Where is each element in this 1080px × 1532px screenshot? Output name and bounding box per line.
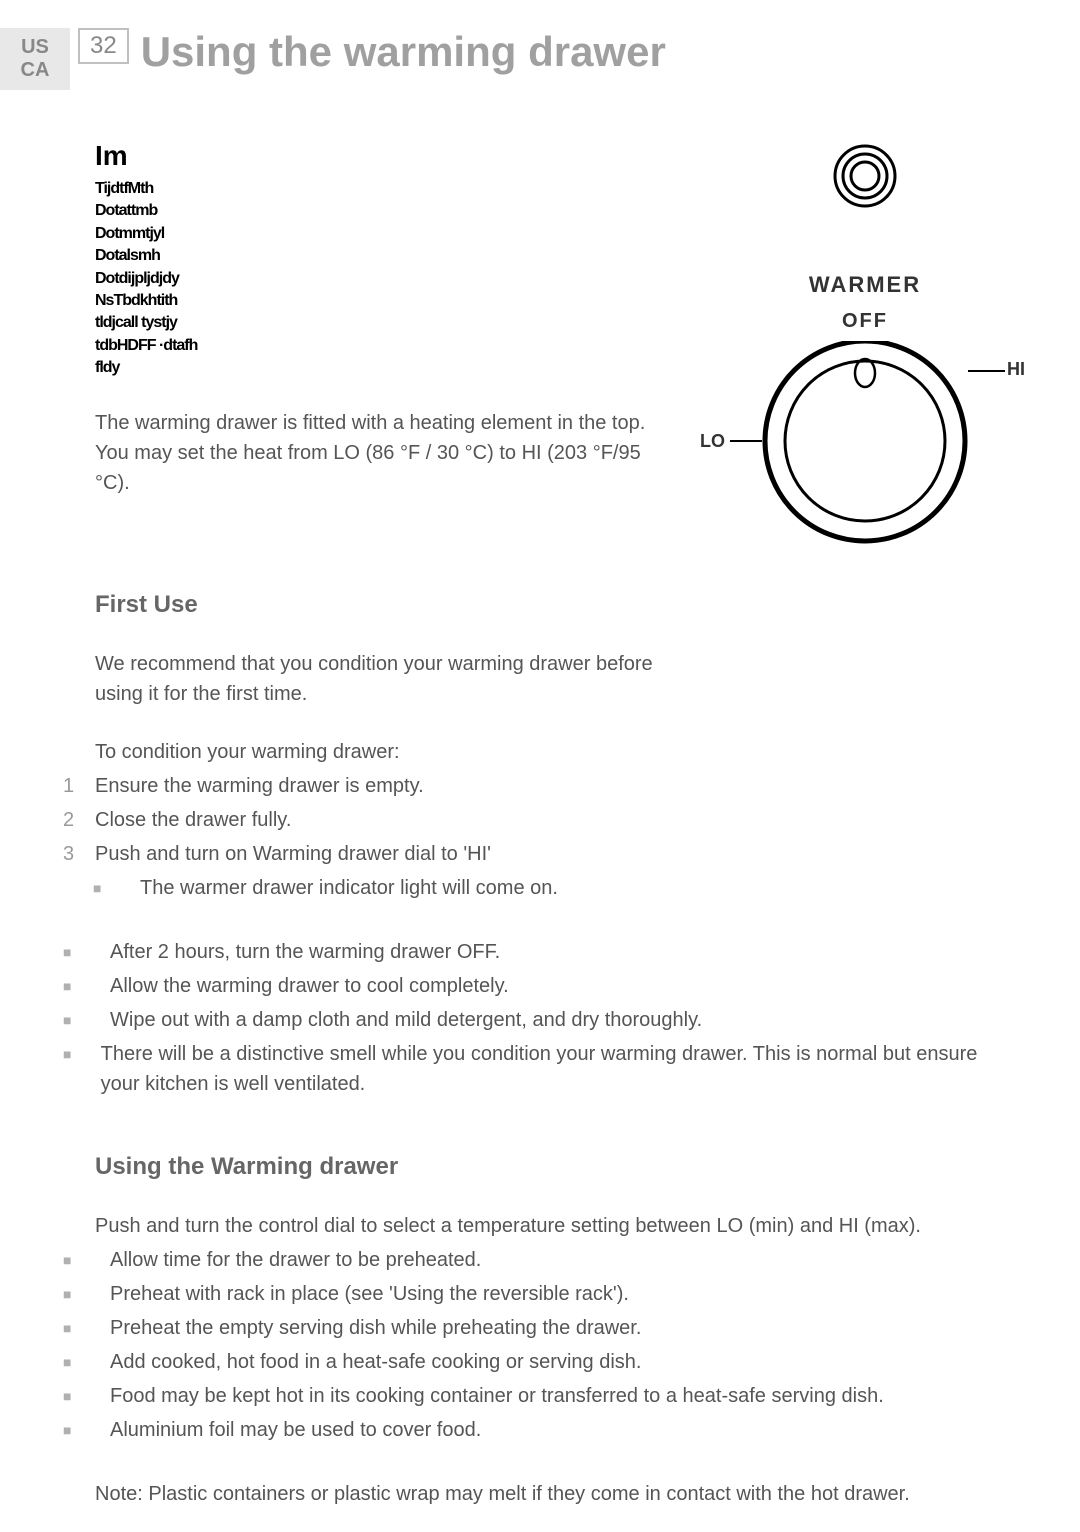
- bullet-item: ■ After 2 hours, turn the warming drawer…: [55, 937, 1020, 967]
- using-heading: Using the Warming drawer: [95, 1153, 1020, 1181]
- bullet-icon: ■: [55, 1039, 101, 1099]
- bullet-item: ■ Wipe out with a damp cloth and mild de…: [55, 1005, 1020, 1035]
- sub-bullet-item: ■ The warmer drawer indicator light will…: [85, 873, 1020, 903]
- lo-label: LO: [700, 431, 725, 452]
- bullet-item: ■ Preheat the empty serving dish while p…: [55, 1313, 1020, 1343]
- step-item: 3 Push and turn on Warming drawer dial t…: [55, 839, 1020, 869]
- bullet-text: Allow the warming drawer to cool complet…: [110, 971, 509, 1001]
- hi-label: HI: [1007, 359, 1025, 380]
- warning-line: Dotmmtjyl: [95, 223, 670, 245]
- step-number: 3: [55, 839, 95, 869]
- bullet-item: ■ Add cooked, hot food in a heat-safe co…: [55, 1347, 1020, 1377]
- bullet-item: ■ Allow time for the drawer to be prehea…: [55, 1245, 1020, 1275]
- bullet-item: ■ Aluminium foil may be used to cover fo…: [55, 1415, 1020, 1445]
- bullet-icon: ■: [55, 1005, 110, 1035]
- bullet-text: There will be a distinctive smell while …: [101, 1039, 1020, 1099]
- condition-steps: 1 Ensure the warming drawer is empty. 2 …: [55, 771, 1020, 903]
- bullet-icon: ■: [55, 1313, 110, 1343]
- bullet-text: After 2 hours, turn the warming drawer O…: [110, 937, 500, 967]
- top-section: Im TijdtfMth Dotattmb Dotmmtjyl Dotalsmh…: [95, 140, 1020, 561]
- warning-block: Im TijdtfMth Dotattmb Dotmmtjyl Dotalsmh…: [95, 140, 710, 561]
- off-label: OFF: [710, 310, 1020, 333]
- bullet-item: ■ Preheat with rack in place (see 'Using…: [55, 1279, 1020, 1309]
- warning-line: NsTbdkhtith: [95, 290, 670, 312]
- step-text: Push and turn on Warming drawer dial to …: [95, 839, 491, 869]
- step-text: Ensure the warming drawer is empty.: [95, 771, 424, 801]
- bullet-text: Preheat with rack in place (see 'Using t…: [110, 1279, 629, 1309]
- description-line1: The warming drawer is fitted with a heat…: [95, 412, 645, 434]
- dial-knob-area: LO HI: [710, 341, 1020, 561]
- bullet-text: Preheat the empty serving dish while pre…: [110, 1313, 641, 1343]
- bullet-icon: ■: [55, 1381, 110, 1411]
- warning-icon: Im: [95, 140, 670, 172]
- bullet-icon: ■: [85, 873, 140, 903]
- bullet-text: Wipe out with a damp cloth and mild dete…: [110, 1005, 702, 1035]
- page-header: US CA 32 Using the warming drawer: [0, 0, 1080, 90]
- page-number: 32: [78, 28, 129, 64]
- bullet-text: Add cooked, hot food in a heat-safe cook…: [110, 1347, 641, 1377]
- step-text: Close the drawer fully.: [95, 805, 291, 835]
- knob-icon: [710, 341, 1020, 561]
- bullet-icon: ■: [55, 971, 110, 1001]
- warning-line: tldjcall tystjy: [95, 312, 670, 334]
- using-bullets: ■ Allow time for the drawer to be prehea…: [55, 1245, 1020, 1445]
- page-title: Using the warming drawer: [141, 28, 666, 76]
- warning-line: fldy: [95, 357, 670, 379]
- step-number: 2: [55, 805, 95, 835]
- condition-label: To condition your warming drawer:: [95, 737, 1020, 767]
- dial-diagram: WARMER OFF LO HI: [710, 140, 1020, 561]
- burner-icon: [829, 140, 901, 212]
- region-tab: US CA: [0, 28, 70, 90]
- bullet-item: ■ Allow the warming drawer to cool compl…: [55, 971, 1020, 1001]
- using-intro: Push and turn the control dial to select…: [95, 1211, 1020, 1241]
- bullet-item: ■ Food may be kept hot in its cooking co…: [55, 1381, 1020, 1411]
- region-ca: CA: [0, 59, 70, 82]
- warning-line: Dotattmb: [95, 200, 670, 222]
- step-number: 1: [55, 771, 95, 801]
- bullet-icon: ■: [55, 1347, 110, 1377]
- content-area: Im TijdtfMth Dotattmb Dotmmtjyl Dotalsmh…: [0, 90, 1080, 1509]
- description-line2: You may set the heat from LO (86 °F / 30…: [95, 442, 641, 494]
- bullet-icon: ■: [55, 1415, 110, 1445]
- after-steps: ■ After 2 hours, turn the warming drawer…: [55, 937, 1020, 1099]
- bullet-text: Food may be kept hot in its cooking cont…: [110, 1381, 884, 1411]
- note-text: Note: Plastic containers or plastic wrap…: [95, 1479, 1020, 1509]
- warning-line: TijdtfMth: [95, 178, 670, 200]
- warning-line: tdbHDFF ·dtafh: [95, 335, 670, 357]
- first-use-heading: First Use: [95, 591, 1020, 619]
- bullet-icon: ■: [55, 1279, 110, 1309]
- bullet-text: Allow time for the drawer to be preheate…: [110, 1245, 481, 1275]
- bullet-text: Aluminium foil may be used to cover food…: [110, 1415, 481, 1445]
- drawer-description: The warming drawer is fitted with a heat…: [95, 408, 670, 498]
- step-item: 1 Ensure the warming drawer is empty.: [55, 771, 1020, 801]
- warning-line: Dotdijpljdjdy: [95, 268, 670, 290]
- bullet-icon: ■: [55, 937, 110, 967]
- warmer-label: WARMER: [710, 272, 1020, 298]
- first-use-intro: We recommend that you condition your war…: [95, 649, 655, 709]
- sub-bullet-text: The warmer drawer indicator light will c…: [140, 873, 558, 903]
- bullet-item: ■ There will be a distinctive smell whil…: [55, 1039, 1020, 1099]
- region-us: US: [0, 36, 70, 59]
- bullet-icon: ■: [55, 1245, 110, 1275]
- step-item: 2 Close the drawer fully.: [55, 805, 1020, 835]
- warning-line: Dotalsmh: [95, 245, 670, 267]
